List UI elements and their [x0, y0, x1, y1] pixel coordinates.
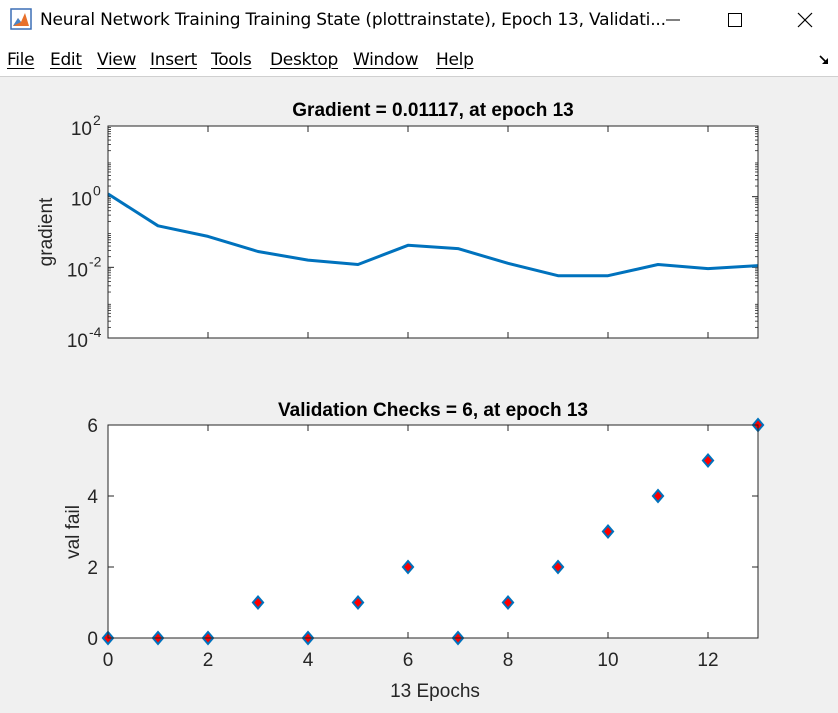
validation-xlabel: 13 Epochs: [390, 681, 480, 702]
dock-arrow-icon[interactable]: [818, 54, 830, 66]
validation-xtick-labels: 0 2 4 6 8 10 12: [103, 650, 719, 671]
validation-ytick-label: 2: [87, 558, 98, 579]
validation-xtick-label: 4: [303, 650, 314, 671]
gradient-ytick-exponent: -2: [89, 253, 102, 269]
gradient-ytick-exponent: 0: [93, 183, 101, 199]
close-button[interactable]: [782, 0, 828, 40]
title-bar: Neural Network Training Training State (…: [0, 0, 838, 40]
validation-ytick-label: 0: [87, 629, 98, 650]
validation-axes-box: [107, 424, 759, 639]
menu-file[interactable]: File: [7, 50, 35, 70]
validation-point: [601, 523, 615, 540]
maximize-button[interactable]: [712, 0, 758, 40]
validation-xtick-label: 2: [203, 650, 214, 671]
minimize-icon: [666, 19, 680, 21]
validation-point: [651, 488, 665, 504]
maximize-icon: [728, 13, 742, 27]
menu-edit[interactable]: Edit: [50, 50, 82, 70]
validation-title: Validation Checks = 6, at epoch 13: [278, 400, 588, 421]
menu-view[interactable]: View: [97, 50, 137, 70]
menu-window[interactable]: Window: [353, 50, 419, 70]
gradient-ytick-label: 10: [67, 331, 88, 352]
validation-xtick-label: 12: [697, 650, 718, 671]
validation-point: [701, 452, 715, 469]
validation-ytick-label: 6: [87, 416, 98, 437]
matlab-figure-icon: [10, 8, 32, 30]
validation-point: [251, 594, 265, 611]
menu-tools[interactable]: Tools: [211, 50, 252, 70]
gradient-ytick-exponent: -4: [89, 324, 102, 340]
validation-point: [551, 559, 565, 575]
gradient-axes-box: [107, 125, 759, 339]
close-icon: [797, 12, 813, 28]
validation-xtick-label: 8: [503, 650, 514, 671]
validation-xtick-label: 10: [597, 650, 618, 671]
gradient-axes[interactable]: Gradient = 0.01117, at epoch 13 gradient…: [36, 100, 759, 352]
figure-canvas: Gradient = 0.01117, at epoch 13 gradient…: [0, 77, 838, 708]
gradient-title: Gradient = 0.01117, at epoch 13: [292, 100, 573, 121]
gradient-ytick-label: 10: [67, 260, 88, 281]
validation-point: [501, 594, 515, 611]
validation-ylabel: val fail: [63, 505, 84, 559]
validation-xtick-label: 6: [403, 650, 414, 671]
gradient-series-line: [107, 192, 759, 278]
figure-svg: Gradient = 0.01117, at epoch 13 gradient…: [36, 100, 765, 702]
menu-insert[interactable]: Insert: [150, 50, 197, 70]
validation-ytick-label: 4: [87, 487, 98, 508]
menu-help[interactable]: Help: [436, 50, 474, 70]
validation-ytick-labels: 0 2 4 6: [87, 416, 98, 650]
validation-point: [401, 559, 415, 575]
validation-axes[interactable]: Validation Checks = 6, at epoch 13 val f…: [63, 400, 765, 702]
validation-axes-background: [108, 425, 758, 638]
minimize-button[interactable]: [650, 0, 696, 40]
gradient-ylabel: gradient: [36, 197, 57, 266]
menu-bar: File Edit View Insert Tools Desktop Wind…: [0, 40, 838, 77]
menu-desktop[interactable]: Desktop: [270, 50, 339, 70]
validation-xtick-label: 0: [103, 650, 114, 671]
validation-point: [351, 594, 365, 611]
gradient-ytick-label: 10: [71, 119, 92, 140]
window-title: Neural Network Training Training State (…: [40, 10, 666, 30]
gradient-axes-background: [108, 126, 758, 338]
gradient-ytick-label: 10: [71, 190, 92, 211]
gradient-ytick-exponent: 2: [93, 112, 101, 128]
